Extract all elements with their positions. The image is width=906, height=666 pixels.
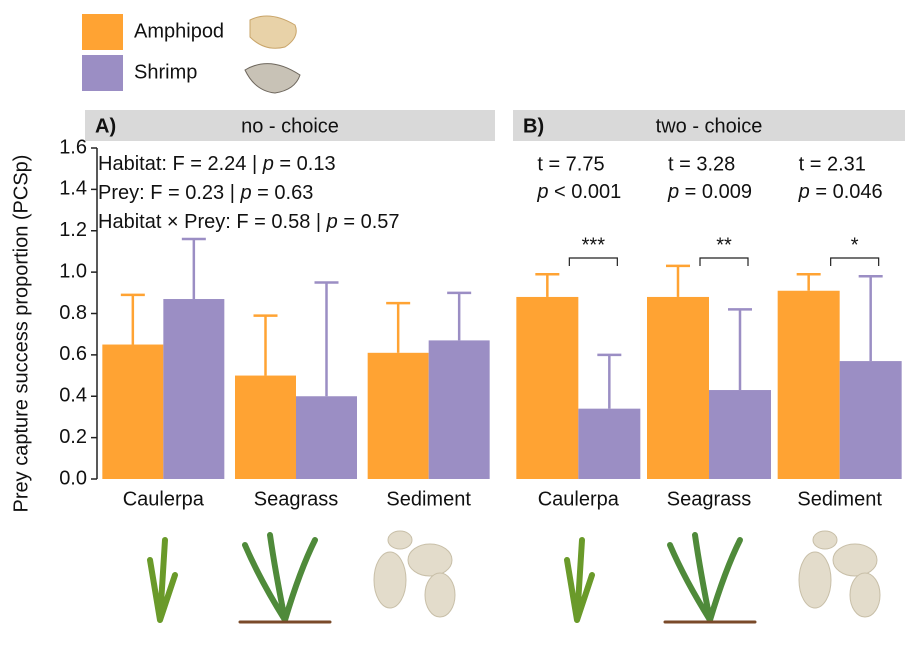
y-tick-label: 0.2 [59,426,87,448]
caulerpa-icon [150,540,592,620]
error-bar [254,316,278,376]
bar [647,297,709,479]
y-tick-label: 1.0 [59,260,87,282]
annotation: Prey: F = 0.23 | p = 0.63 [98,182,313,204]
annotation-part: Habitat: F = 2.24 | [98,153,263,175]
shrimp-icon [245,64,300,93]
error-bar [859,276,883,361]
annotation-part: p [326,211,338,233]
significance-stars: *** [582,234,606,256]
bar [840,361,902,479]
test-p-part: p [667,181,679,203]
annotation-part: = 0.13 [274,153,336,175]
icons [150,16,880,622]
annotation-part: Prey: F = 0.23 | [98,182,240,204]
panel-label: A) [95,115,116,137]
x-tick-label: Sediment [797,488,882,510]
significance-stars: ** [716,234,732,256]
y-tick-label: 0.4 [59,385,87,407]
annotation: Habitat: F = 2.24 | p = 0.13 [98,153,336,175]
y-tick-label: 1.6 [59,136,87,158]
error-bar [597,355,621,409]
y-tick-label: 0.8 [59,302,87,324]
sediment-icon [374,531,880,617]
test-p-part: = 0.009 [679,181,752,203]
panel-label: B) [523,115,544,137]
y-tick-label: 0.6 [59,343,87,365]
bar [368,353,429,479]
annotation-part: = 0.63 [252,182,314,204]
test-p: p = 0.009 [667,181,752,203]
legend-swatch [82,55,123,91]
bar [429,340,490,479]
x-tick-label: Caulerpa [123,488,205,510]
error-bar [666,266,690,297]
bar [235,376,296,479]
x-tick-label: Seagrass [254,488,339,510]
annotation-part: Habitat × Prey: F = 0.58 | [98,211,327,233]
error-bar [315,282,339,396]
panel-title: two - choice [656,115,763,137]
significance-bracket [831,258,879,266]
bar [163,299,224,479]
annotation-part: p [262,153,274,175]
test-p-part: < 0.001 [548,181,621,203]
x-tick-label: Sediment [386,488,471,510]
y-tick-label: 0.0 [59,467,87,489]
test-p-part: p [536,181,548,203]
annotation: Habitat × Prey: F = 0.58 | p = 0.57 [98,211,400,233]
bar [516,297,578,479]
legend-swatch [82,14,123,50]
y-tick-label: 1.4 [59,178,87,200]
significance-stars: * [851,234,859,256]
significance-bracket [700,258,748,266]
error-bar [447,293,471,341]
bar [709,390,771,479]
y-tick-label: 1.2 [59,219,87,241]
error-bar [182,239,206,299]
test-statistic: t = 3.28 [668,153,735,175]
bar [578,409,640,479]
test-p: p = 0.046 [798,181,883,203]
legend-label: Amphipod [134,20,224,42]
error-bar [386,303,410,353]
panel-title: no - choice [241,115,339,137]
error-bar [797,274,821,291]
annotation-part: = 0.57 [338,211,400,233]
test-statistic: t = 2.31 [799,153,866,175]
bar [102,345,163,479]
error-bar [535,274,559,297]
annotation-part: p [239,182,251,204]
error-bar [728,309,752,390]
y-axis-label: Prey capture success proportion (PCSp) [10,155,32,513]
seagrass-icon [240,535,755,622]
x-tick-label: Seagrass [667,488,752,510]
test-p-part: p [798,181,810,203]
chart: A) no - choice Prey capture success propor… [0,0,906,666]
amphipod-icon [250,16,296,48]
test-p: p < 0.001 [536,181,621,203]
bar [778,291,840,479]
test-p-part: = 0.046 [810,181,883,203]
test-statistic: t = 7.75 [537,153,604,175]
error-bar [121,295,145,345]
x-tick-label: Caulerpa [538,488,620,510]
significance-bracket [569,258,617,266]
legend-label: Shrimp [134,61,197,83]
bar [296,396,357,479]
